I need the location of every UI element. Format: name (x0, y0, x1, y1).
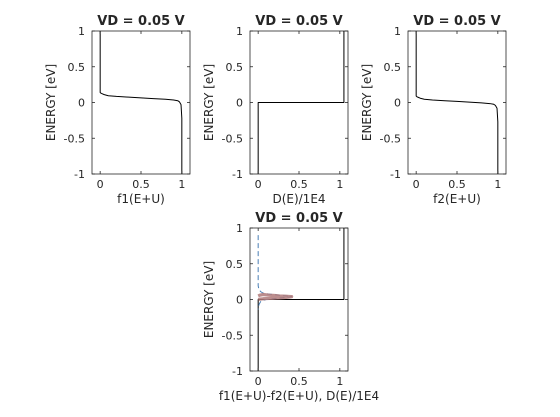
x-tick-label: 1 (494, 178, 501, 191)
x-tick-label: 0.5 (290, 375, 308, 388)
y-tick-label: 0.5 (226, 61, 244, 74)
chart-title: VD = 0.05 V (413, 14, 500, 29)
y-tick-label: 1 (236, 25, 243, 38)
y-tick-label: 0.5 (226, 258, 244, 271)
x-axis-label: D(E)/1E4 (272, 192, 325, 206)
y-tick-label: -0.5 (64, 132, 85, 145)
y-tick-label: -0.5 (222, 329, 243, 342)
x-tick-label: 0 (97, 178, 104, 191)
series-line-1 (257, 228, 345, 371)
y-tick-label: -1 (390, 168, 401, 181)
chart-3: 0 0.5 1 -1 -0.5 0 0.5 1 VD = 0.05 V f2(E+U) ENERGY… (360, 14, 507, 206)
y-axis-label: ENERGY [eV] (202, 261, 216, 338)
y-tick-label: 0 (394, 97, 401, 110)
chart-2: 0 0.5 1 -1 -0.5 0 0.5 1 VD = 0.05 V D(E)/1E4 ENERG… (202, 14, 349, 206)
chart-title: VD = 0.05 V (97, 14, 184, 29)
y-tick-label: -1 (232, 168, 243, 181)
chart-4: 0 0.5 1 -1 -0.5 0 0.5 1 VD = 0.05 V f1(E+U)-f2(E+… (202, 211, 379, 403)
series-line-1 (257, 31, 345, 174)
x-tick-label: 0.5 (132, 178, 150, 191)
x-tick-label: 0 (413, 178, 420, 191)
y-tick-label: -0.5 (222, 132, 243, 145)
series-line-1 (99, 31, 183, 174)
x-tick-label: 0.5 (448, 178, 466, 191)
y-tick-label: 0.5 (68, 61, 86, 74)
axes-box (91, 30, 191, 175)
y-tick-label: -0.5 (380, 132, 401, 145)
y-axis-label: ENERGY [eV] (360, 64, 374, 141)
x-tick-label: 0 (255, 178, 262, 191)
x-axis-label: f1(E+U)-f2(E+U), D(E)/1E4 (219, 389, 379, 403)
y-tick-label: 0 (78, 97, 85, 110)
series-line-3 (257, 292, 294, 302)
chart-1: 0 0.5 1 -1 -0.5 0 0.5 1 VD = 0.05 V f1(E+U) ENERGY… (44, 14, 191, 206)
x-tick-label: 0 (255, 375, 262, 388)
chart-title: VD = 0.05 V (255, 14, 342, 29)
y-tick-label: 1 (394, 25, 401, 38)
y-tick-label: -1 (232, 365, 243, 378)
x-axis-label: f1(E+U) (117, 192, 165, 206)
y-tick-label: 0.5 (384, 61, 402, 74)
x-axis-label: f2(E+U) (433, 192, 481, 206)
chart-title: VD = 0.05 V (255, 211, 342, 226)
y-tick-label: 1 (236, 222, 243, 235)
x-tick-label: 1 (178, 178, 185, 191)
series-line-1 (415, 31, 499, 174)
x-tick-label: 1 (336, 178, 343, 191)
axes-box (407, 30, 507, 175)
x-tick-label: 1 (336, 375, 343, 388)
y-tick-label: 0 (236, 294, 243, 307)
x-tick-label: 0.5 (290, 178, 308, 191)
y-axis-label: ENERGY [eV] (202, 64, 216, 141)
y-tick-label: -1 (74, 168, 85, 181)
y-tick-label: 1 (78, 25, 85, 38)
y-axis-label: ENERGY [eV] (44, 64, 58, 141)
y-tick-label: 0 (236, 97, 243, 110)
